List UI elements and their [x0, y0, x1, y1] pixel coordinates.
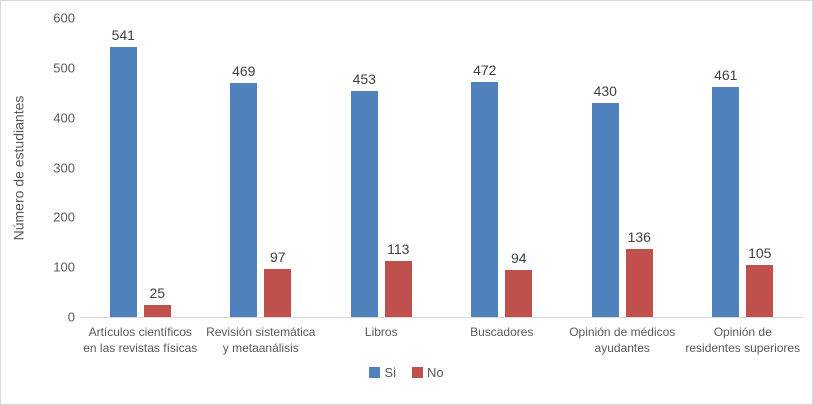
- bar-si: [471, 81, 499, 317]
- bar-group: 472 94: [442, 18, 563, 317]
- bar-no: [505, 270, 533, 317]
- bar-group: 430 136: [562, 18, 683, 317]
- y-axis-ticks: 0 100 200 300 400 500 600: [35, 12, 75, 324]
- bar-column: 461: [712, 18, 740, 317]
- category-label: Revisión sistemática y metaanálisis: [206, 325, 316, 356]
- bar-si: [109, 47, 137, 317]
- bar-si: [350, 91, 378, 317]
- bar-group: 541 25: [80, 18, 201, 317]
- bar-value-label: 453: [352, 71, 376, 88]
- bar-value-label: 541: [111, 27, 135, 44]
- y-tick-label: 300: [53, 160, 75, 175]
- bar-group: 469 97: [201, 18, 322, 317]
- bar-value-label: 430: [593, 82, 617, 99]
- y-tick-label: 0: [67, 309, 75, 325]
- legend-swatch-icon: [369, 367, 381, 378]
- category-label: Artículos científicos en las revistas fí…: [83, 325, 198, 356]
- bar-value-label: 136: [627, 229, 651, 246]
- bar-value-label: 105: [748, 244, 772, 261]
- legend-label: No: [426, 365, 444, 380]
- bar-column: 472: [471, 18, 499, 317]
- bar-no: [625, 249, 653, 317]
- x-axis-labels: Artículos científicos en las revistas fí…: [80, 324, 803, 356]
- y-tick-label: 200: [53, 209, 75, 225]
- bar-column: 25: [143, 18, 171, 317]
- plot-area: 541 25 469 97 453 113 472 94 430 136 461 105: [80, 18, 803, 318]
- bar-column: 469: [230, 18, 258, 317]
- bar-no: [384, 260, 412, 317]
- bar-value-label: 469: [232, 63, 256, 80]
- category-label: Opinión de residentes superiores: [685, 325, 801, 356]
- y-tick-label: 400: [53, 110, 75, 126]
- legend-swatch-icon: [411, 367, 423, 378]
- bar-value-label: 461: [714, 67, 738, 84]
- bar-group: 461 105: [683, 18, 804, 317]
- y-tick-label: 500: [53, 60, 75, 76]
- bar-value-label: 97: [269, 248, 286, 265]
- legend-item-no: No: [411, 365, 444, 380]
- y-axis-title-container: Número de estudiantes: [7, 18, 29, 317]
- bar-column: 541: [109, 18, 137, 317]
- bar-column: 113: [384, 18, 412, 317]
- bar-column: 94: [505, 18, 533, 317]
- y-tick-label: 100: [53, 259, 75, 275]
- bar-column: 453: [350, 18, 378, 317]
- bar-column: 97: [264, 18, 292, 317]
- bar-no: [746, 264, 774, 317]
- bar-column: 430: [591, 18, 619, 317]
- legend-label: Si: [384, 365, 396, 380]
- bar-si: [230, 83, 258, 317]
- bar-si: [591, 102, 619, 317]
- bar-column: 136: [625, 18, 653, 317]
- category-label: Opinión de médicos ayudantes: [569, 325, 676, 356]
- category-label: Libros: [364, 325, 398, 339]
- bar-si: [712, 87, 740, 317]
- bar-no: [264, 268, 292, 317]
- y-axis-title: Número de estudiantes: [10, 95, 27, 240]
- bar-value-label: 113: [387, 240, 410, 257]
- bar-group: 453 113: [321, 18, 442, 317]
- bar-value-label: 25: [149, 284, 166, 301]
- category-label: Buscadores: [470, 325, 534, 339]
- bar-no: [143, 304, 171, 317]
- bar-value-label: 94: [510, 250, 527, 267]
- bar-column: 105: [746, 18, 774, 317]
- y-tick-label: 600: [53, 10, 75, 26]
- legend-item-si: Si: [369, 365, 396, 380]
- legend: Si No: [1, 365, 812, 380]
- bar-value-label: 472: [473, 61, 497, 78]
